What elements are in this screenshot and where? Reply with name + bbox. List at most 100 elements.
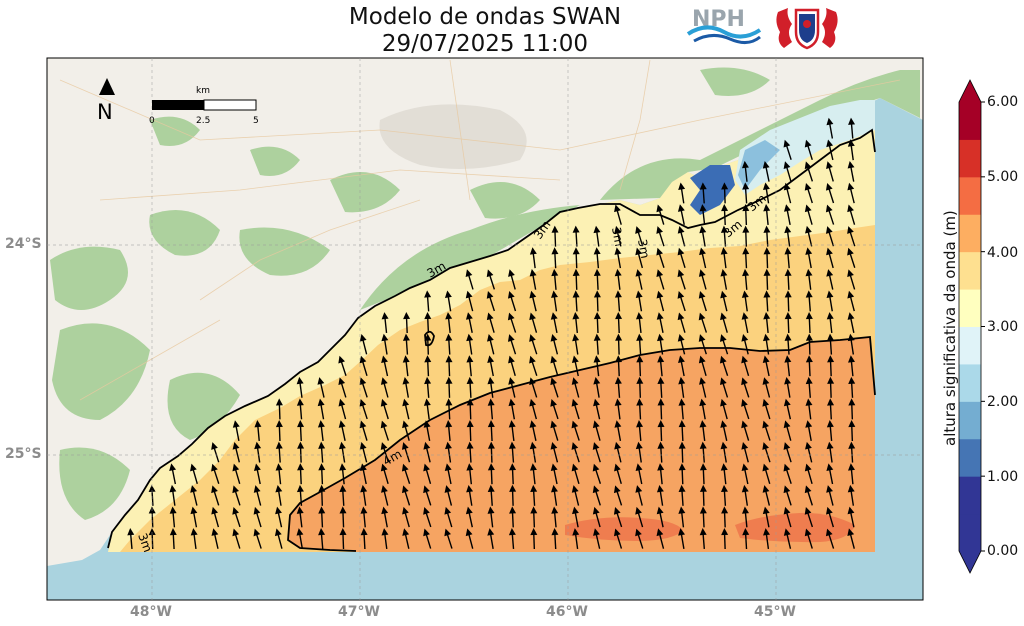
- wave-direction-arrow: [423, 528, 432, 549]
- wave-direction-arrow: [529, 441, 537, 463]
- wave-direction-arrow: [593, 290, 601, 312]
- wave-direction-arrow: [254, 441, 262, 463]
- wave-direction-arrow: [487, 528, 495, 549]
- wave-direction-arrow: [507, 334, 517, 355]
- wave-direction-arrow: [614, 225, 622, 247]
- wave-direction-arrow: [847, 312, 855, 333]
- wave-direction-arrow: [296, 376, 304, 398]
- colorbar-segment: [959, 102, 981, 140]
- wave-direction-arrow: [804, 463, 813, 485]
- wave-direction-arrow: [657, 333, 664, 355]
- wave-direction-arrow: [275, 441, 283, 463]
- wave-direction-arrow: [380, 420, 390, 441]
- wave-direction-arrow: [804, 506, 814, 528]
- colorbar-tick: 6.00: [987, 94, 1019, 110]
- wave-direction-arrow: [423, 463, 432, 485]
- wave-direction-arrow: [466, 420, 474, 442]
- wave-direction-arrow: [381, 355, 389, 377]
- colorbar-tick: 4.00: [987, 245, 1019, 261]
- wave-direction-arrow: [614, 204, 622, 225]
- wave-direction-arrow: [826, 506, 835, 528]
- wave-direction-arrow: [380, 377, 389, 398]
- wave-direction-arrow: [656, 247, 665, 268]
- wave-direction-arrow: [572, 312, 580, 334]
- wave-direction-arrow: [635, 312, 643, 334]
- wave-direction-arrow: [232, 441, 241, 463]
- wave-direction-arrow: [636, 398, 644, 420]
- wave-direction-arrow: [445, 441, 452, 463]
- wave-direction-arrow: [678, 376, 686, 398]
- wave-direction-arrow: [741, 160, 749, 182]
- wave-direction-arrow: [359, 463, 367, 485]
- wave-direction-arrow: [529, 334, 538, 355]
- wave-direction-arrow: [698, 312, 708, 333]
- wave-direction-arrow: [762, 485, 771, 506]
- wave-direction-arrow: [318, 484, 326, 506]
- wave-direction-arrow: [784, 376, 792, 398]
- wave-direction-arrow: [847, 506, 855, 528]
- wave-direction-arrow: [720, 225, 728, 247]
- wave-direction-arrow: [805, 376, 813, 398]
- wave-direction-arrow: [296, 398, 304, 420]
- wave-direction-arrow: [698, 334, 707, 355]
- wave-direction-arrow: [804, 485, 813, 506]
- wave-direction-arrow: [338, 355, 347, 376]
- wave-direction-arrow: [359, 441, 368, 463]
- colorbar-segment: [959, 401, 981, 440]
- wave-direction-arrow: [466, 333, 474, 355]
- wave-direction-arrow: [445, 355, 453, 377]
- wave-direction-arrow: [805, 247, 813, 269]
- wave-direction-arrow: [613, 528, 623, 549]
- wave-direction-arrow: [678, 484, 686, 506]
- wave-direction-arrow: [253, 506, 262, 528]
- wave-direction-arrow: [296, 528, 304, 549]
- wave-direction-arrow: [466, 484, 474, 506]
- wave-direction-arrow: [721, 182, 729, 204]
- wave-direction-arrow: [550, 312, 558, 333]
- wave-direction-arrow: [593, 268, 601, 290]
- wave-direction-arrow: [401, 485, 411, 506]
- wave-direction-arrow: [848, 355, 855, 377]
- wave-direction-arrow: [508, 528, 516, 550]
- wave-direction-arrow: [232, 463, 241, 485]
- wave-direction-arrow: [657, 463, 665, 485]
- wave-direction-arrow: [551, 225, 559, 247]
- wave-direction-arrow: [827, 398, 835, 420]
- urban-area: [379, 104, 527, 169]
- wave-direction-arrow: [424, 290, 432, 312]
- wave-direction-arrow: [698, 269, 707, 290]
- wave-direction-arrow: [698, 355, 707, 377]
- wave-direction-arrow: [741, 441, 749, 463]
- wave-direction-arrow: [677, 333, 686, 355]
- wave-direction-arrow: [572, 333, 580, 355]
- wave-direction-arrow: [741, 420, 750, 441]
- wave-direction-arrow: [784, 312, 792, 334]
- wave-direction-arrow: [402, 355, 410, 377]
- wave-direction-arrow: [784, 268, 792, 290]
- wave-direction-arrow: [762, 398, 771, 420]
- wave-direction-arrow: [677, 312, 686, 333]
- wave-direction-arrow: [593, 398, 601, 420]
- wave-direction-arrow: [445, 376, 453, 398]
- wave-direction-arrow: [571, 377, 580, 398]
- wave-direction-arrow: [720, 290, 728, 312]
- wave-direction-arrow: [847, 528, 855, 549]
- wave-direction-arrow: [783, 398, 792, 420]
- wave-direction-arrow: [613, 506, 623, 528]
- wave-direction-arrow: [339, 506, 347, 528]
- wave-direction-arrow: [318, 463, 326, 485]
- colorbar-tick: 3.00: [987, 319, 1019, 335]
- wave-direction-arrow: [444, 485, 453, 506]
- wave-direction-arrow: [827, 376, 835, 398]
- wave-direction-arrow: [401, 442, 411, 463]
- wave-direction-arrow: [487, 484, 495, 506]
- wave-direction-arrow: [699, 247, 707, 269]
- wave-direction-arrow: [550, 441, 559, 463]
- wave-direction-arrow: [826, 269, 834, 290]
- wave-direction-arrow: [826, 247, 834, 269]
- wave-direction-arrow: [592, 420, 601, 441]
- wave-direction-arrow: [508, 398, 516, 420]
- wave-direction-arrow: [636, 420, 644, 442]
- wave-direction-arrow: [763, 290, 771, 312]
- wave-direction-arrow: [339, 463, 347, 485]
